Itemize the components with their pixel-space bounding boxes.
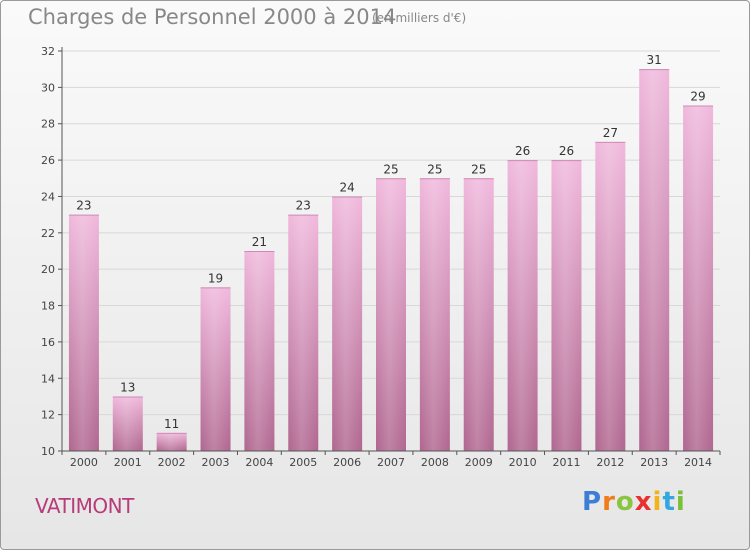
logo-letter: r [602, 487, 616, 517]
bar-sheen [419, 178, 450, 452]
bar-sheen [507, 160, 538, 451]
y-tick-label: 28 [41, 118, 55, 131]
y-tick-label: 10 [41, 445, 55, 458]
bars [68, 69, 714, 452]
y-tick-label: 30 [41, 81, 55, 94]
x-tick-label: 2005 [289, 456, 317, 469]
logo-letter: i [675, 487, 686, 517]
data-label: 26 [515, 144, 530, 158]
bar-sheen [463, 178, 494, 452]
x-tick-label: 2014 [684, 456, 712, 469]
x-tick-label: 2006 [333, 456, 361, 469]
axes [58, 47, 721, 455]
data-label: 19 [208, 271, 223, 285]
data-label: 25 [427, 162, 442, 176]
data-label: 25 [383, 162, 398, 176]
y-tick-label: 20 [41, 263, 55, 276]
x-tick-label: 2002 [158, 456, 186, 469]
x-tick-label: 2007 [377, 456, 405, 469]
y-tick-label: 16 [41, 336, 55, 349]
logo-letter: i [652, 487, 663, 517]
data-label: 29 [690, 90, 705, 104]
y-tick-label: 18 [41, 300, 55, 313]
y-tick-label: 14 [41, 372, 55, 385]
data-label: 13 [120, 380, 135, 394]
y-tick-label: 24 [41, 190, 55, 203]
bar-sheen [376, 178, 406, 452]
y-tick-label: 32 [41, 45, 55, 58]
bar-sheen [683, 105, 714, 451]
logo-letter: t [662, 487, 676, 517]
bar-sheen [200, 287, 231, 451]
y-tick-label: 26 [41, 154, 55, 167]
data-label: 23 [76, 199, 91, 213]
y-tick-label: 12 [41, 409, 55, 422]
bar-sheen [639, 69, 670, 451]
x-tick-label: 2003 [202, 456, 230, 469]
y-tick-label: 22 [41, 227, 55, 240]
bar-sheen [156, 432, 187, 451]
data-label: 31 [647, 53, 662, 67]
data-label: 11 [164, 417, 179, 431]
x-tick-label: 2011 [552, 456, 580, 469]
data-label: 24 [339, 180, 354, 194]
data-label: 21 [252, 235, 267, 249]
bar-sheen [244, 251, 275, 451]
data-label: 25 [471, 162, 486, 176]
data-label: 23 [296, 199, 311, 213]
logo-letter: x [634, 487, 653, 517]
data-label: 27 [603, 126, 618, 140]
data-label: 26 [559, 144, 574, 158]
x-tick-label: 2008 [421, 456, 449, 469]
labels: 10 12 14 16 18 20 22 24 26 28 30 32 23 2000 13 2001 11 20… [41, 45, 712, 469]
logo-letter: P [582, 487, 603, 517]
proxiti-logo: Proxiti [582, 487, 686, 517]
bar-sheen [332, 196, 363, 451]
x-tick-label: 2012 [596, 456, 624, 469]
logo-letter: o [615, 487, 635, 517]
chart-title: Charges de Personnel 2000 à 2014 [28, 5, 397, 29]
x-tick-label: 2009 [465, 456, 493, 469]
x-tick-label: 2010 [509, 456, 537, 469]
bar-sheen [595, 141, 626, 451]
chart-subtitle: (en milliers d'€) [372, 11, 467, 25]
bar-sheen [68, 214, 99, 451]
bar-sheen [551, 160, 582, 451]
bar-sheen [288, 214, 319, 451]
x-tick-label: 2004 [245, 456, 273, 469]
commune-name: VATIMONT [35, 494, 134, 518]
x-tick-label: 2001 [114, 456, 142, 469]
x-tick-label: 2000 [70, 456, 98, 469]
bar-sheen [112, 396, 143, 451]
x-tick-label: 2013 [640, 456, 668, 469]
